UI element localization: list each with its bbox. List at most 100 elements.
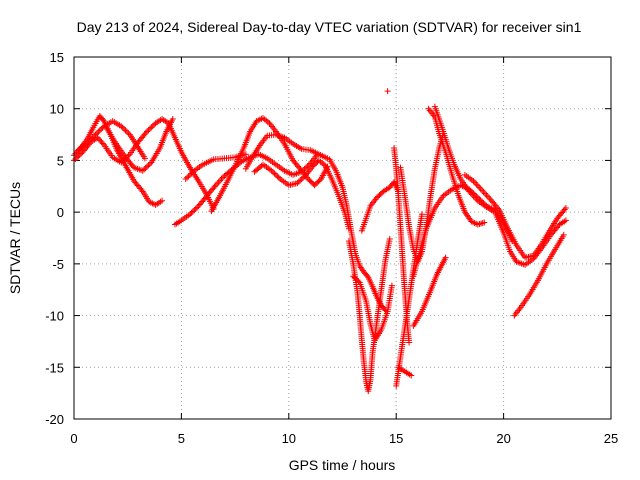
data-point-marker	[294, 180, 301, 187]
data-point-marker	[118, 159, 125, 166]
data-point-marker	[89, 134, 96, 141]
y-tick-label: 5	[57, 153, 64, 168]
data-point-marker	[442, 254, 449, 261]
data-point-marker	[139, 167, 146, 174]
data-point-marker	[122, 127, 129, 134]
data-point-marker	[72, 156, 79, 163]
data-point-marker	[142, 129, 149, 136]
x-tick-label: 25	[604, 431, 618, 446]
data-point-marker	[479, 198, 486, 205]
data-point-marker	[82, 141, 89, 148]
data-point-marker	[215, 179, 222, 186]
series-arc-5	[171, 151, 320, 228]
data-point-marker	[75, 153, 82, 160]
data-point-marker	[316, 177, 323, 184]
data-point-marker	[274, 173, 281, 180]
data-point-marker	[470, 190, 477, 197]
data-point-marker	[297, 166, 304, 173]
data-point-marker	[145, 127, 152, 134]
y-axis-label: SDTVAR / TECUs	[7, 182, 23, 294]
data-point-marker	[99, 140, 106, 147]
data-point-marker	[471, 179, 478, 186]
data-point-marker	[217, 177, 224, 184]
data-point-marker	[388, 282, 395, 289]
data-point-marker	[218, 176, 225, 183]
data-point-marker	[99, 116, 106, 123]
data-point-marker	[211, 183, 218, 190]
data-point-marker	[270, 169, 277, 176]
x-tick-label: 10	[282, 431, 296, 446]
data-point-marker	[73, 154, 80, 161]
data-point-marker	[364, 273, 371, 280]
series-arc-10	[326, 156, 389, 314]
data-point-marker	[91, 132, 98, 139]
y-tick-label: -20	[45, 412, 64, 427]
data-point-marker	[477, 185, 484, 192]
data-point-marker	[97, 137, 104, 144]
data-point-marker	[95, 128, 102, 135]
data-point-marker	[144, 163, 151, 170]
data-point-marker	[562, 205, 569, 212]
data-point-marker	[194, 204, 201, 211]
data-point-marker	[72, 150, 79, 157]
data-point-marker	[473, 193, 480, 200]
data-points	[71, 88, 569, 395]
data-point-marker	[141, 166, 148, 173]
data-point-marker	[469, 189, 476, 196]
series-arc-19	[425, 105, 488, 228]
series-arc-12	[350, 273, 395, 344]
data-point-marker	[300, 174, 307, 181]
data-point-marker	[86, 137, 93, 144]
data-point-marker	[495, 205, 502, 212]
data-point-marker	[481, 219, 488, 226]
data-point-marker	[298, 176, 305, 183]
data-point-marker	[93, 130, 100, 137]
data-point-marker	[297, 177, 304, 184]
data-point-marker	[480, 188, 487, 195]
data-point-marker	[98, 139, 105, 146]
data-point-marker	[149, 122, 156, 129]
data-point-marker	[146, 125, 153, 132]
chart-grid	[74, 57, 611, 419]
series-arc-11	[345, 236, 393, 395]
data-point-marker	[477, 197, 484, 204]
data-point-marker	[141, 155, 148, 162]
data-point-marker	[185, 173, 192, 180]
data-point-marker	[83, 139, 90, 146]
data-point-marker	[555, 223, 562, 230]
data-point-marker	[466, 186, 473, 193]
data-point-marker	[88, 135, 95, 142]
y-tick-label: 15	[50, 50, 64, 65]
data-point-marker	[189, 169, 196, 176]
data-point-marker	[483, 192, 490, 199]
data-point-marker	[78, 150, 85, 157]
data-point-marker	[186, 171, 193, 178]
series-arc-7	[182, 151, 249, 183]
data-point-marker	[76, 151, 83, 158]
data-point-marker	[302, 164, 309, 171]
data-point-marker	[119, 124, 126, 131]
data-point-marker	[95, 136, 102, 143]
data-point-marker	[189, 208, 196, 215]
series-arc-6	[208, 115, 331, 215]
series-arc-8	[242, 131, 331, 172]
x-tick-label: 5	[178, 431, 185, 446]
x-tick-label: 0	[70, 431, 77, 446]
data-point-marker	[118, 123, 125, 130]
data-point-marker	[473, 181, 480, 188]
data-point-marker	[94, 134, 101, 141]
series-arc-15	[391, 145, 413, 346]
data-point-marker	[301, 173, 308, 180]
data-point-marker	[268, 167, 275, 174]
series-arc-23	[461, 171, 569, 261]
data-point-marker	[474, 194, 481, 201]
data-point-marker	[96, 127, 103, 134]
series-arc-17	[395, 364, 415, 379]
data-point-marker	[159, 197, 166, 204]
data-point-marker	[481, 190, 488, 197]
series-arc-22	[410, 182, 516, 280]
plot-frame	[73, 56, 612, 420]
data-point-marker	[467, 187, 474, 194]
data-point-marker	[219, 174, 226, 181]
